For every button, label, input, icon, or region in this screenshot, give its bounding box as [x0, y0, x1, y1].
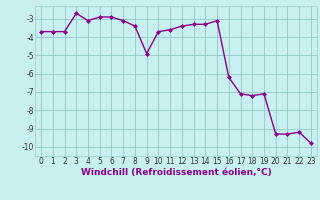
X-axis label: Windchill (Refroidissement éolien,°C): Windchill (Refroidissement éolien,°C) [81, 168, 271, 177]
